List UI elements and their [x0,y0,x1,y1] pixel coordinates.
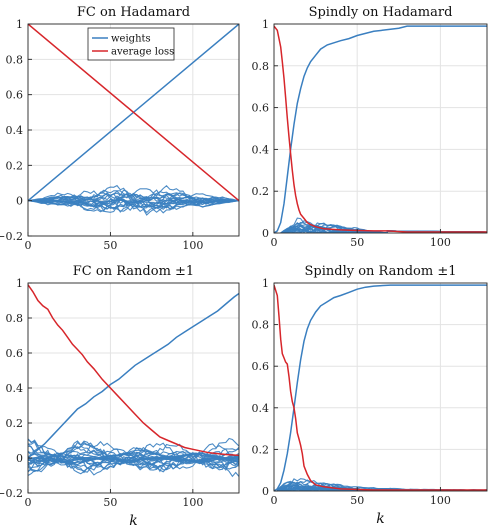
subplot-2: 0 50 100 0 0.2 0.4 0.6 0.8 1 Spindly on Hadamard [252,5,488,249]
y-tick-label: 1 [262,18,269,31]
x-tick-label: 0 [25,496,32,509]
legend: weights average loss [87,27,175,61]
weight-trajectory-line [280,224,487,233]
x-tick-label: 100 [182,239,203,252]
weight-trajectory-line [28,194,239,203]
y-tick-label: −0.2 [0,230,23,243]
x-tick-label: 100 [182,496,203,509]
weight-trajectory-line [280,224,487,233]
y-tick-label: 0.2 [252,185,270,198]
subplot-4: 0 50 100 0 0.2 0.4 0.6 0.8 1 Spindly on Random ±1… [252,264,488,527]
weight-trajectory-line [28,198,239,210]
y-tick-label: 1 [262,277,269,290]
weight-trajectory-line [28,448,239,460]
weight-trajectory-line [28,200,239,213]
weight-trajectory-line [28,188,239,202]
axes-frame [273,282,488,492]
y-tick-label: 0.4 [252,143,270,156]
weights-line [274,25,487,233]
chart-title: FC on Hadamard [77,5,190,20]
x-tick-label: 50 [103,496,117,509]
x-axis-label: k [129,513,137,529]
y-tick-label: 0.6 [252,102,270,115]
y-tick-label: 0.8 [6,53,24,66]
weights-line [274,284,487,491]
weights-line [28,292,239,459]
y-tick-label: 0.4 [252,402,270,415]
chart-title: FC on Random ±1 [73,264,194,279]
weight-trajectory-line [28,456,239,470]
y-tick-label: 0.6 [252,360,270,373]
weight-trajectory-line [28,199,239,216]
y-tick-label: 0 [262,485,269,498]
chart-title: Spindly on Hadamard [309,5,453,20]
x-tick-label: 0 [271,494,278,507]
y-tick-label: 1 [16,18,23,31]
y-tick-label: 0.4 [6,124,24,137]
legend-label: weights [111,34,151,45]
y-tick-label: 0.8 [6,312,24,325]
plot-area [274,284,487,491]
plot-area [28,24,239,216]
y-tick-label: 0 [16,195,23,208]
plot-area [28,284,239,478]
average-loss-line [28,284,239,457]
y-tick-label: 0.8 [252,319,270,332]
x-axis-label: k [376,511,384,527]
average-loss-line [274,25,487,233]
y-tick-label: 0.6 [6,347,24,360]
y-tick-label: 0.6 [6,89,24,102]
x-tick-label: 0 [25,239,32,252]
x-tick-label: 100 [430,494,451,507]
weight-trajectory-line [28,446,239,459]
x-tick-label: 50 [350,236,364,249]
x-tick-label: 100 [430,236,451,249]
legend-label: average loss [111,47,174,58]
axes-frame [273,23,488,234]
weight-trajectory-line [28,456,239,470]
weight-trajectory-line [28,184,239,202]
y-tick-label: 0 [262,227,269,240]
x-tick-label: 50 [103,239,117,252]
y-tick-label: 1 [16,277,23,290]
x-tick-label: 0 [271,236,278,249]
y-tick-label: −0.2 [0,487,23,500]
average-loss-line [274,284,487,491]
y-tick-label: 0.4 [6,382,24,395]
average-loss-line [28,24,239,202]
y-tick-label: 0.2 [6,417,24,430]
x-tick-label: 50 [350,494,364,507]
y-tick-label: 0.2 [6,159,24,172]
chart-title: Spindly on Random ±1 [304,264,456,279]
y-tick-label: 0.2 [252,443,270,456]
y-tick-label: 0.8 [252,60,270,73]
legend-box [87,27,175,61]
plot-area [274,25,487,233]
y-tick-label: 0 [16,452,23,465]
